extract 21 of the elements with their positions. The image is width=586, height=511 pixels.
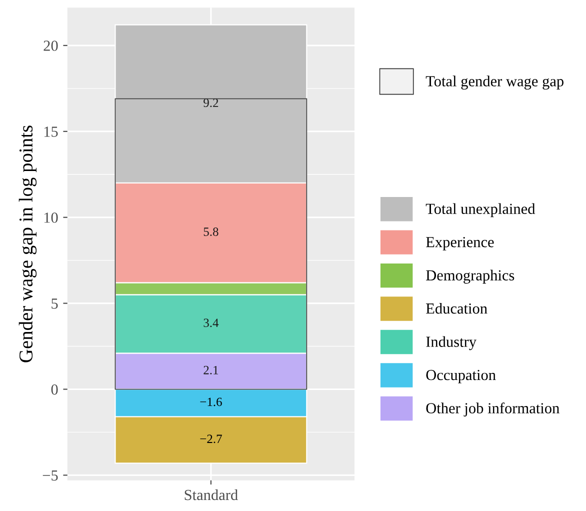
y-axis-title: Gender wage gap in log points	[18, 126, 37, 362]
legend-label: Experience	[426, 236, 494, 250]
x-tick-label: Standard	[184, 489, 238, 500]
legend-label: Industry	[426, 336, 476, 350]
y-tick-label: −5	[42, 470, 58, 481]
y-tick-label: 15	[44, 126, 58, 137]
data-label: 5.8	[204, 228, 218, 236]
legend-label: Demographics	[426, 270, 514, 284]
y-tick-label: 5	[52, 298, 58, 309]
data-label: −2.7	[200, 434, 222, 444]
legend-label: Education	[426, 302, 488, 314]
data-label: 2.1	[204, 366, 218, 374]
legend-label: Other job information	[426, 402, 560, 417]
data-label: −1.6	[200, 398, 222, 406]
y-tick-label: 20	[44, 40, 58, 51]
y-tick-label: 10	[44, 212, 58, 223]
legend-label: Total unexplained	[426, 203, 536, 218]
legend-label: Occupation	[426, 370, 496, 384]
y-tick-label: 0	[51, 384, 58, 395]
data-label: 3.4	[204, 318, 219, 328]
text: Total gender wage gap	[426, 76, 564, 90]
